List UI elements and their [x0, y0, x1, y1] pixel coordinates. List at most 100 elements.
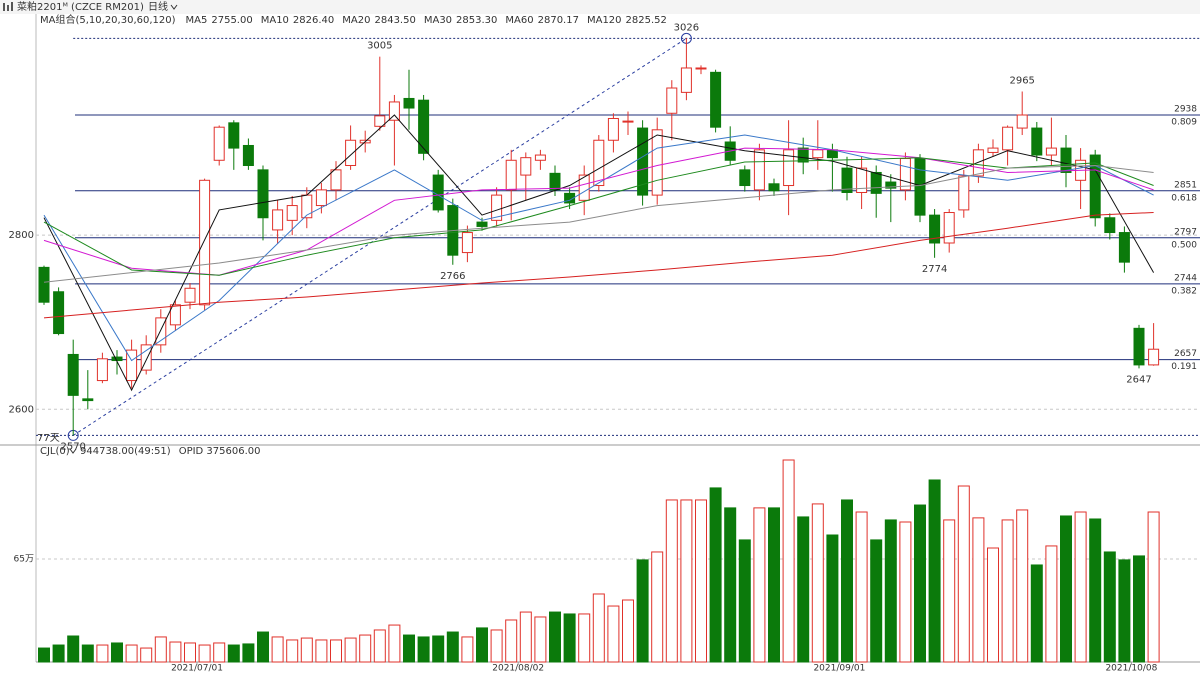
volume-bar: [870, 539, 883, 663]
volume-bar: [96, 644, 109, 663]
fib-ratio: 0.382: [1171, 286, 1197, 296]
fib-ratio: 0.618: [1171, 193, 1197, 203]
candle-body: [607, 117, 619, 141]
volume-readout: 944738.00(49:51): [80, 446, 171, 457]
candle-body: [505, 159, 517, 191]
candle-body: [710, 71, 722, 128]
volume-chevron[interactable]: [69, 448, 77, 454]
fib-price: 2851: [1174, 180, 1197, 190]
candle-body: [286, 205, 298, 221]
volume-bar: [154, 636, 167, 663]
volume-bar: [1074, 511, 1087, 663]
volume-bar: [534, 616, 547, 663]
volume-bar: [665, 499, 678, 663]
candle-body: [374, 115, 386, 127]
candle-body: [1133, 327, 1145, 366]
volume-bar: [884, 519, 897, 663]
candle-body: [534, 154, 546, 161]
extreme-label: 3026: [674, 22, 699, 33]
volume-bar: [81, 644, 94, 663]
fib-price: 2797: [1174, 227, 1197, 237]
candle-body: [330, 169, 342, 191]
legend-value: 2853.30: [456, 15, 497, 26]
candle-body: [96, 358, 108, 382]
trend-line: [72, 37, 687, 436]
volume-bar: [607, 605, 620, 663]
volume-bar: [359, 634, 372, 663]
legend-name: MA30: [424, 15, 452, 26]
y-tick-label: 65万: [14, 554, 34, 564]
ma-line: [43, 157, 1154, 276]
candle-body: [622, 120, 634, 123]
volume-bar: [914, 504, 926, 663]
volume-bar: [957, 485, 970, 663]
period[interactable]: 日线: [148, 0, 168, 13]
candle-body: [695, 67, 707, 70]
candle-body: [972, 149, 984, 177]
volume-bar: [841, 499, 853, 663]
candle-body: [593, 139, 605, 187]
extreme-label: 2647: [1126, 374, 1151, 385]
volume-bar: [271, 636, 284, 663]
candle-body: [885, 181, 897, 189]
candle-body: [228, 122, 240, 149]
volume-bar: [140, 647, 153, 663]
volume-bar: [286, 639, 299, 663]
volume-bar: [695, 499, 707, 663]
volume-bar: [227, 644, 240, 663]
candle-body: [345, 139, 357, 167]
volume-bar: [300, 637, 313, 663]
volume-bar: [330, 639, 342, 663]
x-tick-label: 2021/07/01: [171, 664, 223, 674]
toolbar-icon: [3, 2, 13, 11]
legend-title: MA组合(5,10,20,30,60,120): [40, 13, 176, 26]
volume-bar: [213, 642, 226, 663]
candle-body: [1148, 348, 1160, 366]
legend-value: 2825.52: [626, 15, 667, 26]
y-tick-label: 2600: [9, 404, 34, 415]
volume-bar: [782, 459, 795, 663]
volume-bar: [111, 642, 123, 663]
volume-bar: [811, 503, 824, 663]
candle-body: [637, 127, 649, 196]
candle-body: [315, 189, 327, 207]
candle-body: [199, 179, 211, 306]
candle-body: [461, 232, 473, 254]
candle-body: [856, 167, 868, 193]
volume-bar: [519, 611, 532, 663]
fib-price: 2744: [1174, 273, 1197, 283]
volume-bar: [928, 479, 941, 663]
candle-body: [680, 67, 692, 93]
extreme-label: 2570: [60, 441, 85, 452]
volume-bar: [680, 499, 693, 663]
period-chevron[interactable]: [170, 4, 178, 10]
volume-bar: [373, 629, 386, 663]
candle-body: [870, 171, 882, 194]
candle-body: [651, 129, 663, 196]
candle-body: [38, 266, 50, 303]
candle-body: [1118, 232, 1130, 263]
candle-body: [126, 349, 138, 382]
fib-price: 2938: [1174, 105, 1197, 115]
volume-bar: [67, 635, 80, 663]
ma-line: [43, 134, 1154, 362]
legend-value: 2870.17: [538, 15, 579, 26]
legend-name: MA120: [587, 15, 622, 26]
candle-body: [476, 221, 488, 227]
legend-name: MA60: [505, 15, 533, 26]
legend-name: MA20: [342, 15, 370, 26]
volume-bar: [403, 634, 415, 663]
volume-bar: [505, 619, 518, 663]
candle-body: [140, 344, 152, 371]
volume-bar: [768, 507, 780, 663]
candle-body: [155, 317, 167, 346]
volume-bar: [972, 517, 985, 663]
volume-bar: [184, 642, 196, 663]
volume-bar: [417, 636, 430, 663]
candle-body: [520, 157, 532, 176]
toolbar: [0, 0, 1200, 14]
candle-body: [242, 144, 254, 167]
ma-line: [43, 147, 1154, 276]
symbol-title: 菜粕2201ᴹ (CZCE RM201): [17, 0, 144, 13]
